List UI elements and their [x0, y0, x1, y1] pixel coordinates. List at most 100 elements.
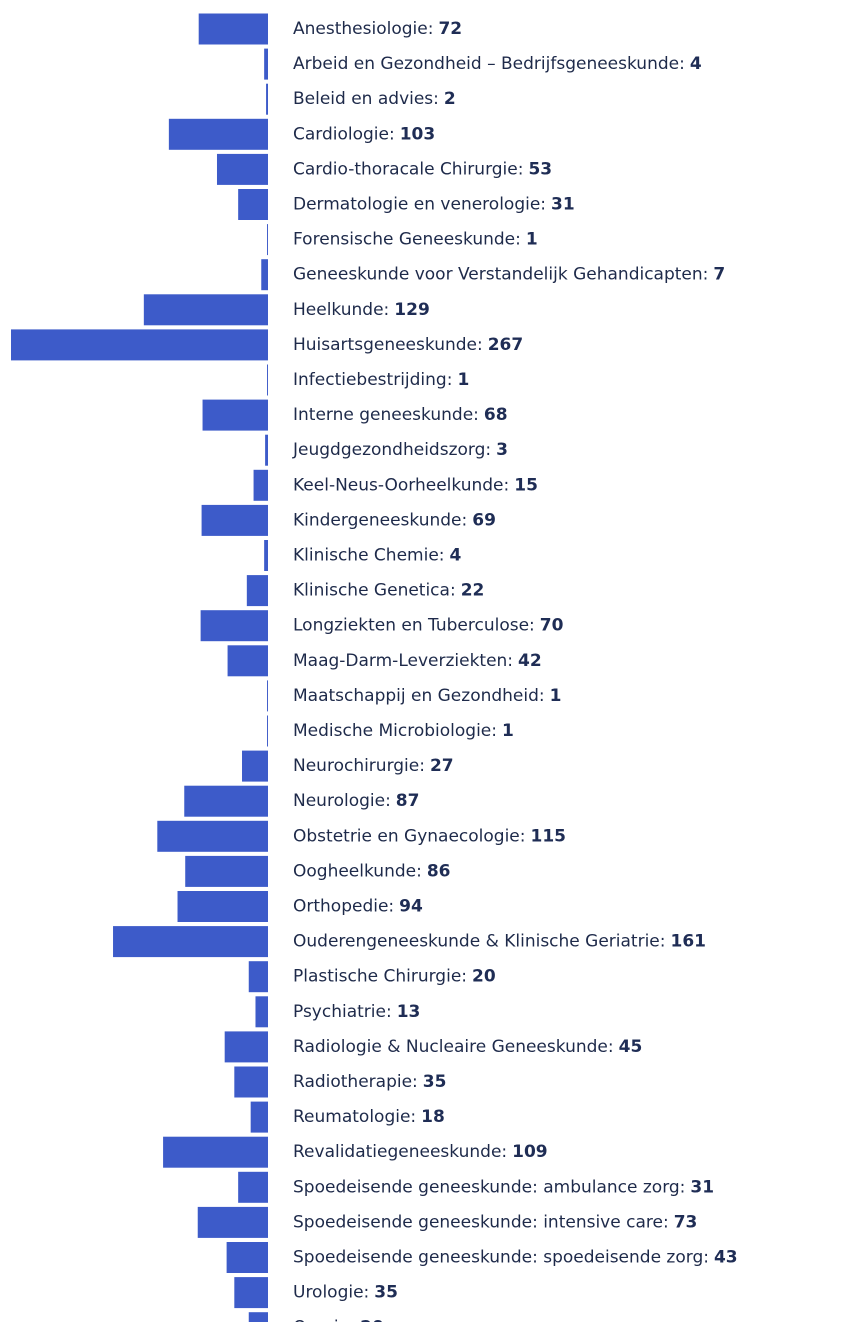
value-label: 70 — [540, 616, 564, 636]
category-label: Cardio-thoracale Chirurgie: — [293, 159, 523, 179]
value-label: 20 — [360, 1318, 384, 1322]
bar — [184, 785, 268, 817]
bar — [238, 1171, 268, 1203]
value-label: 161 — [671, 932, 707, 952]
bar-label: Spoedeisende geneeskunde: ambulance zorg… — [293, 1177, 714, 1197]
category-label: Revalidatiegeneeskunde: — [293, 1142, 507, 1162]
bar — [185, 855, 268, 887]
bar-label: Longziekten en Tuberculose: 70 — [293, 616, 564, 636]
value-label: 27 — [430, 756, 454, 776]
bar-label: Oogheelkunde: 86 — [293, 861, 451, 881]
bar-label: Klinische Chemie: 4 — [293, 546, 462, 566]
bar — [238, 189, 268, 220]
bar-label: Medische Microbiologie: 1 — [293, 721, 514, 741]
bar-label: Jeugdgezondheidszorg: 3 — [292, 440, 508, 460]
bar-label: Heelkunde: 129 — [293, 300, 430, 320]
bar — [234, 1066, 268, 1098]
bar — [226, 1242, 268, 1273]
category-label: Radiotherapie: — [293, 1072, 418, 1092]
bar-label: Neurochirurgie: 27 — [293, 756, 454, 776]
value-label: 15 — [514, 475, 538, 495]
category-label: Reumatologie: — [293, 1107, 416, 1127]
value-label: 103 — [400, 124, 436, 144]
category-label: Oogheelkunde: — [293, 861, 422, 881]
bar — [242, 750, 268, 782]
bar — [157, 820, 268, 852]
value-label: 1 — [457, 370, 469, 390]
bar-label: Spoedeisende geneeskunde: spoedeisende z… — [293, 1248, 738, 1268]
category-label: Klinische Genetica: — [293, 581, 456, 601]
bar-label: Anesthesiologie: 72 — [293, 19, 462, 39]
bar — [253, 469, 268, 501]
value-label: 20 — [472, 967, 496, 987]
bar — [267, 680, 268, 712]
bar-label: Maag-Darm-Leverziekten: 42 — [293, 651, 542, 671]
category-label: Klinische Chemie: — [293, 546, 445, 566]
value-label: 87 — [396, 791, 420, 811]
bar — [227, 645, 268, 677]
bar-label: Urologie: 35 — [293, 1283, 398, 1303]
category-label: Arbeid en Gezondheid – Bedrijfsgeneeskun… — [293, 54, 685, 74]
bar — [216, 153, 268, 185]
bar-label: Ouderengeneeskunde & Klinische Geriatrie… — [293, 932, 706, 952]
value-label: 43 — [714, 1248, 738, 1268]
category-label: Heelkunde: — [293, 300, 389, 320]
bar — [200, 610, 268, 642]
bar-label: Revalidatiegeneeskunde: 109 — [293, 1142, 548, 1162]
value-label: 86 — [427, 861, 451, 881]
category-label: Dermatologie en venerologie: — [293, 195, 546, 215]
bar-label: Overig: 20 — [293, 1318, 384, 1322]
value-label: 115 — [531, 826, 567, 846]
category-label: Maag-Darm-Leverziekten: — [293, 651, 513, 671]
value-label: 22 — [461, 581, 485, 601]
category-label: Anesthesiologie: — [293, 19, 433, 39]
bar — [267, 364, 268, 396]
category-label: Psychiatrie: — [293, 1002, 392, 1022]
bar — [265, 434, 268, 466]
bar — [264, 540, 268, 571]
value-label: 94 — [399, 897, 423, 917]
category-label: Forensische Geneeskunde: — [293, 230, 521, 250]
bar-label: Beleid en advies: 2 — [293, 89, 456, 109]
bar — [197, 1206, 268, 1238]
bar — [264, 48, 268, 80]
bar-label: Radiologie & Nucleaire Geneeskunde: 45 — [293, 1037, 642, 1057]
value-label: 1 — [550, 686, 562, 706]
bar — [248, 961, 268, 993]
bar — [234, 1277, 268, 1309]
value-label: 109 — [512, 1142, 548, 1162]
category-label: Infectiebestrijding: — [293, 370, 452, 390]
bar — [198, 13, 268, 45]
category-label: Radiologie & Nucleaire Geneeskunde: — [293, 1037, 614, 1057]
bar-label: Psychiatrie: 13 — [293, 1002, 420, 1022]
bar-label: Obstetrie en Gynaecologie: 115 — [293, 826, 566, 846]
category-label: Interne geneeskunde: — [293, 405, 479, 425]
category-label: Plastische Chirurgie: — [293, 967, 467, 987]
value-label: 4 — [450, 546, 462, 566]
category-label: Ouderengeneeskunde & Klinische Geriatrie… — [293, 932, 666, 952]
value-label: 267 — [488, 335, 524, 355]
bar-label: Klinische Genetica: 22 — [293, 581, 484, 601]
bar — [177, 891, 268, 922]
bar-label: Reumatologie: 18 — [293, 1107, 445, 1127]
bar-label: Cardiologie: 103 — [293, 124, 435, 144]
category-label: Jeugdgezondheidszorg: — [292, 440, 491, 460]
category-label: Obstetrie en Gynaecologie: — [293, 826, 526, 846]
value-label: 68 — [484, 405, 508, 425]
category-label: Huisartsgeneeskunde: — [293, 335, 483, 355]
category-label: Urologie: — [293, 1283, 369, 1303]
bar — [267, 715, 268, 747]
category-label: Neurologie: — [293, 791, 391, 811]
bar-label: Keel-Neus-Oorheelkunde: 15 — [293, 475, 538, 495]
bar-label: Cardio-thoracale Chirurgie: 53 — [293, 159, 552, 179]
bar-label: Kindergeneeskunde: 69 — [293, 510, 496, 530]
bar-label: Interne geneeskunde: 68 — [293, 405, 508, 425]
bar-label: Dermatologie en venerologie: 31 — [293, 195, 575, 215]
category-label: Beleid en advies: — [293, 89, 439, 109]
category-label: Maatschappij en Gezondheid: — [293, 686, 545, 706]
value-label: 2 — [444, 89, 456, 109]
category-label: Geneeskunde voor Verstandelijk Gehandica… — [293, 265, 708, 285]
bar — [113, 926, 268, 958]
value-label: 31 — [690, 1177, 714, 1197]
